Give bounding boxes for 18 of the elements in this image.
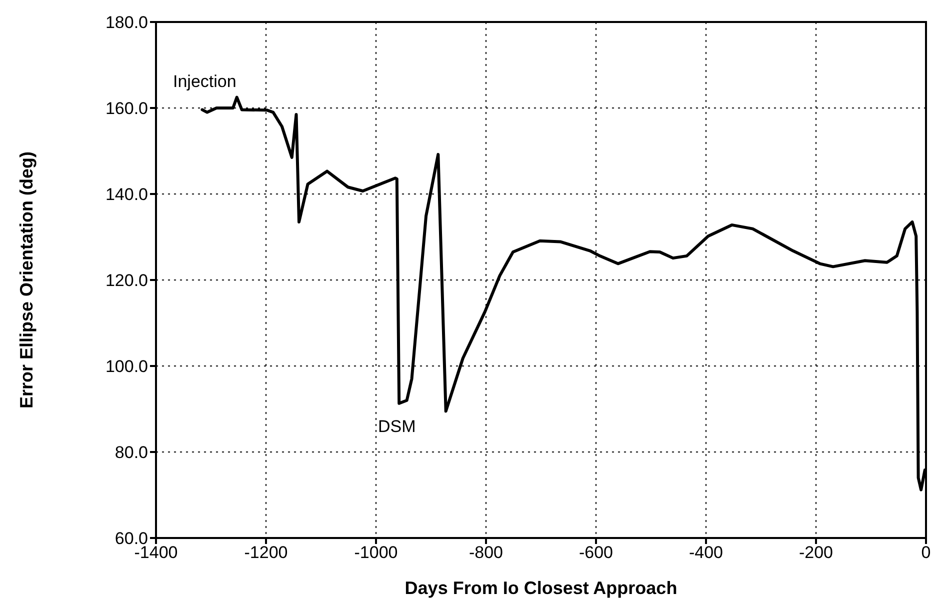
x-tick-label: -1400 [134,543,178,562]
y-tick-label: 100.0 [105,357,148,376]
x-tick-label: -400 [688,543,724,562]
y-tick-label: 180.0 [105,13,148,32]
x-tick-label: -800 [468,543,504,562]
x-tick-label: -200 [798,543,834,562]
y-tick-label: 160.0 [105,99,148,118]
annotation: Injection [173,72,236,92]
y-tick-label: 120.0 [105,271,148,290]
y-tick-label: 80.0 [114,443,148,462]
x-tick-label: -600 [578,543,614,562]
y-tick-label: 140.0 [105,185,148,204]
x-axis-title: Days From Io Closest Approach [404,578,678,598]
x-tick-label: 0 [921,543,931,562]
y-axis-title: Error Ellipse Orientation (deg) [16,151,36,409]
x-tick-label: -1000 [354,543,398,562]
x-tick-label: -1200 [244,543,288,562]
annotation: DSM [378,417,416,437]
